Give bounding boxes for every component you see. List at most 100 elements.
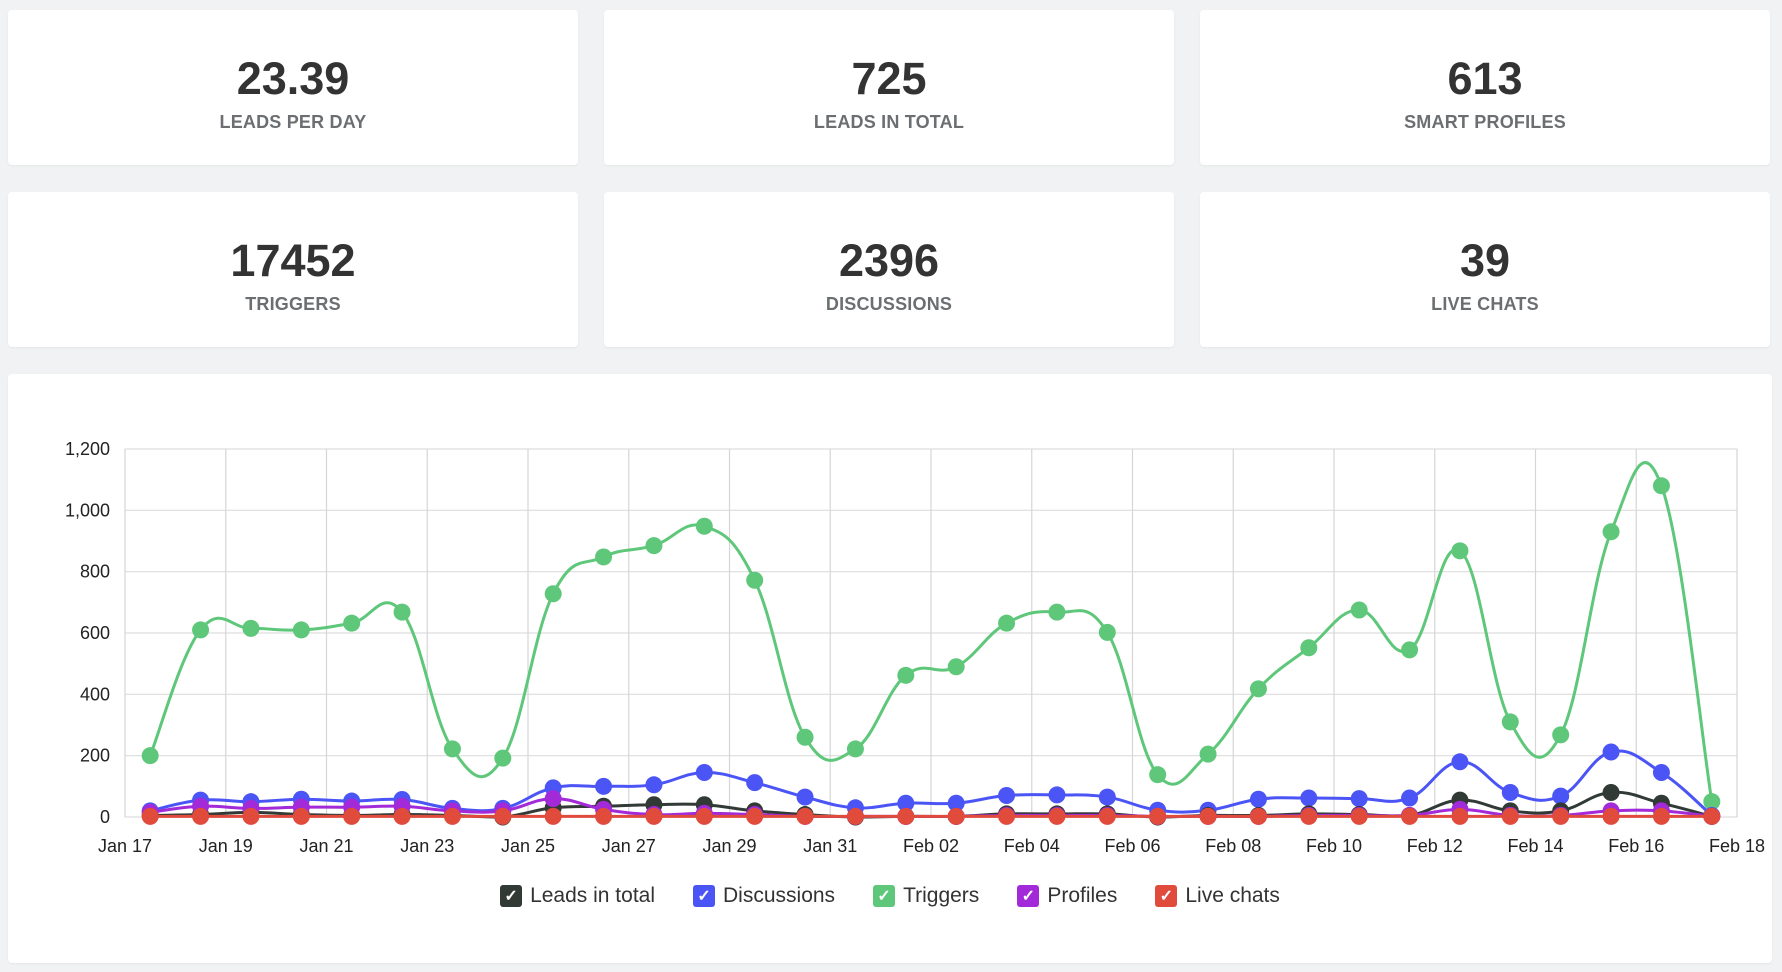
data-point — [1451, 753, 1469, 771]
legend-label: Discussions — [723, 884, 836, 907]
data-point — [796, 728, 814, 746]
data-point — [393, 807, 411, 825]
checkbox-icon[interactable]: ✓ — [1155, 885, 1178, 907]
chart-legend: ✓ Leads in total ✓ Discussions ✓ Triggers ✓ Pro… — [8, 884, 1772, 908]
data-point — [1249, 807, 1267, 825]
data-point — [947, 807, 965, 825]
data-point — [1552, 787, 1570, 805]
stat-label: LEADS IN TOTAL — [813, 112, 965, 132]
data-point — [1703, 793, 1721, 811]
y-tick-label: 400 — [80, 684, 110, 704]
stat-card-discussions: 2396 DISCUSSIONS — [604, 192, 1174, 347]
data-point — [242, 807, 260, 825]
legend-item-triggers[interactable]: ✓ Triggers — [873, 884, 979, 908]
data-point — [897, 666, 915, 684]
data-point — [897, 807, 915, 825]
data-point — [595, 807, 613, 825]
y-tick-label: 600 — [80, 623, 110, 643]
data-point — [1098, 807, 1116, 825]
x-tick-label: Feb 10 — [1306, 836, 1362, 856]
data-point — [1501, 713, 1519, 731]
data-point — [1300, 639, 1318, 657]
checkbox-icon[interactable]: ✓ — [873, 885, 896, 907]
data-point — [998, 614, 1016, 632]
x-tick-label: Feb 04 — [1004, 836, 1060, 856]
stat-value: 23.39 — [236, 53, 350, 104]
y-tick-label: 200 — [80, 746, 110, 766]
stat-label: LEADS PER DAY — [219, 112, 367, 132]
stat-card-live-chats: 39 LIVE CHATS — [1200, 192, 1770, 347]
data-point — [1652, 807, 1670, 825]
data-point — [544, 807, 562, 825]
stat-card-leads-in-total: 725 LEADS IN TOTAL — [604, 10, 1174, 165]
x-tick-label: Jan 19 — [199, 836, 253, 856]
data-point — [746, 774, 764, 792]
data-point — [1048, 786, 1066, 804]
data-point — [846, 740, 864, 758]
x-tick-label: Jan 31 — [803, 836, 857, 856]
stat-label: TRIGGERS — [245, 294, 341, 314]
x-tick-label: Jan 21 — [299, 836, 353, 856]
data-point — [1249, 790, 1267, 808]
data-point — [1350, 601, 1368, 619]
checkbox-icon[interactable]: ✓ — [693, 885, 716, 907]
data-point — [1401, 789, 1419, 807]
stat-value: 2396 — [838, 235, 940, 286]
x-tick-label: Jan 25 — [501, 836, 555, 856]
data-point — [292, 807, 310, 825]
data-point — [1199, 807, 1217, 825]
data-point — [1451, 542, 1469, 560]
data-point — [645, 807, 663, 825]
data-point — [1451, 807, 1469, 825]
x-tick-label: Feb 02 — [903, 836, 959, 856]
data-point — [1602, 743, 1620, 761]
x-tick-label: Feb 12 — [1407, 836, 1463, 856]
legend-item-leads-in-total[interactable]: ✓ Leads in total — [500, 884, 655, 908]
data-point — [1552, 807, 1570, 825]
data-point — [1652, 764, 1670, 782]
data-point — [645, 776, 663, 794]
data-point — [796, 807, 814, 825]
x-tick-label: Jan 23 — [400, 836, 454, 856]
y-tick-label: 1,000 — [65, 500, 110, 520]
data-point — [796, 788, 814, 806]
data-point — [746, 807, 764, 825]
stat-value: 17452 — [230, 235, 356, 286]
data-point — [645, 537, 663, 555]
legend-item-discussions[interactable]: ✓ Discussions — [693, 884, 835, 908]
data-point — [998, 807, 1016, 825]
data-point — [947, 794, 965, 812]
x-tick-label: Jan 29 — [702, 836, 756, 856]
data-point — [343, 614, 361, 632]
data-point — [141, 807, 159, 825]
y-tick-label: 0 — [100, 807, 110, 827]
data-point — [1652, 477, 1670, 495]
data-point — [695, 807, 713, 825]
data-point — [897, 794, 915, 812]
checkbox-icon[interactable]: ✓ — [1017, 885, 1040, 907]
x-tick-label: Jan 17 — [98, 836, 152, 856]
data-point — [192, 621, 210, 639]
data-point — [1048, 807, 1066, 825]
data-point — [443, 740, 461, 758]
y-tick-label: 1,200 — [65, 439, 110, 459]
stat-card-triggers: 17452 TRIGGERS — [8, 192, 578, 347]
data-point — [1300, 789, 1318, 807]
data-point — [1501, 807, 1519, 825]
data-point — [343, 807, 361, 825]
legend-item-profiles[interactable]: ✓ Profiles — [1017, 884, 1117, 908]
activity-line-chart: 0 200 400 600 800 1,000 1,200 Jan 17 Jan 19 Jan 2… — [65, 439, 1765, 856]
data-point — [695, 764, 713, 782]
data-point — [192, 807, 210, 825]
data-point — [595, 777, 613, 795]
legend-item-live-chats[interactable]: ✓ Live chats — [1155, 884, 1280, 908]
data-point — [1401, 807, 1419, 825]
legend-label: Triggers — [903, 884, 980, 907]
x-tick-label: Feb 08 — [1205, 836, 1261, 856]
checkbox-icon[interactable]: ✓ — [500, 885, 523, 907]
data-point — [1401, 641, 1419, 659]
data-point — [292, 621, 310, 639]
stat-value: 613 — [1447, 53, 1523, 104]
data-point — [1602, 523, 1620, 541]
data-point — [1350, 807, 1368, 825]
